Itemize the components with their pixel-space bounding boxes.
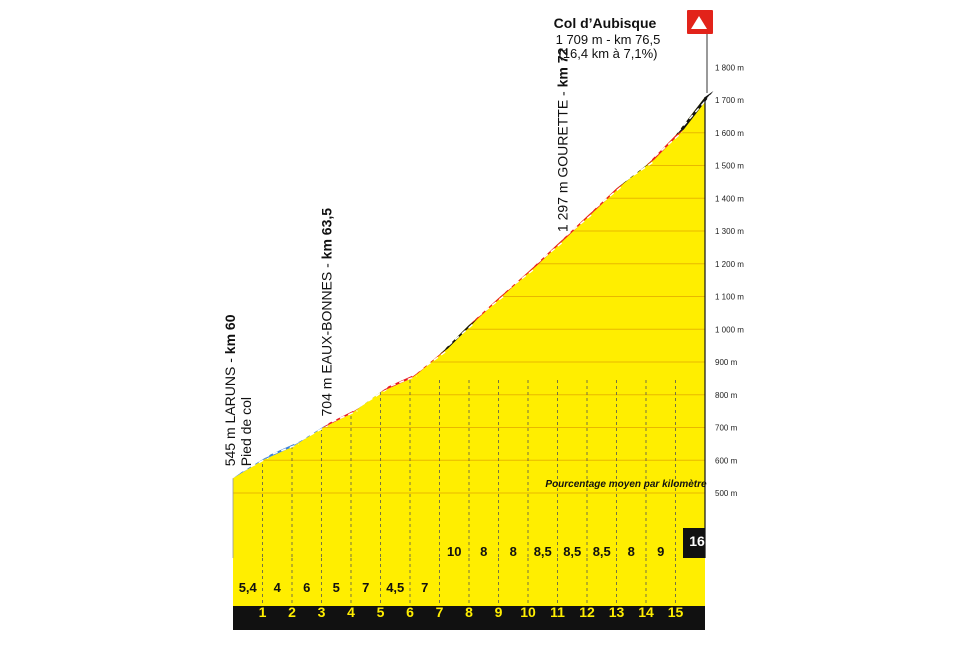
slope-segment-dash xyxy=(293,424,329,445)
km-tick-label: 2 xyxy=(288,604,296,620)
y-tick-label: 900 m xyxy=(715,358,738,367)
summit-altitude: 1 709 m - km 76,5 xyxy=(556,32,661,47)
km-band-end xyxy=(683,528,705,558)
slope-segment-dash xyxy=(441,321,476,352)
y-tick-label: 1 400 m xyxy=(715,194,744,203)
gradient-label: 5 xyxy=(333,580,340,595)
waypoint-annotation: 704 m EAUX-BONNES - km 63,5 xyxy=(319,208,335,417)
slope-segment-dash xyxy=(264,443,299,458)
y-tick-label: 800 m xyxy=(715,391,738,400)
waypoint-name: 545 m LARUNS - xyxy=(222,354,238,466)
y-tick-label: 1 800 m xyxy=(715,63,744,72)
waypoint-km: km 72 xyxy=(555,47,571,87)
y-tick-label: 1 200 m xyxy=(715,260,744,269)
gradient-label: 8 xyxy=(480,544,487,559)
y-tick-label: 1 300 m xyxy=(715,227,744,236)
gradient-label: 8,5 xyxy=(563,544,581,559)
gradient-label: 8,5 xyxy=(534,544,552,559)
km-band xyxy=(233,606,705,630)
km-tick-label: 13 xyxy=(609,604,625,620)
waypoint-km: km 60 xyxy=(222,314,238,354)
mountain-icon xyxy=(691,16,707,29)
y-tick-label: 700 m xyxy=(715,424,738,433)
slope-segment-dash xyxy=(559,212,594,242)
slope-segment-dash xyxy=(352,388,388,412)
slope-segment-dash xyxy=(647,131,683,164)
gradient-label: 8,5 xyxy=(593,544,611,559)
waypoint-annotation: 1 297 m GOURETTE - km 72 xyxy=(555,47,571,232)
summit-stats: (16,4 km à 7,1%) xyxy=(559,46,658,61)
gradient-label: 10 xyxy=(447,544,461,559)
slope-segment-dash xyxy=(411,350,447,377)
km-tick-label: 4 xyxy=(347,604,355,620)
km-tick-label: 15 xyxy=(668,604,684,620)
gradient-caption: Pourcentage moyen par kilomètre xyxy=(545,479,707,490)
km-tick-label: 8 xyxy=(465,604,473,620)
gradient-label: 8 xyxy=(687,544,694,559)
waypoint-name: 704 m EAUX-BONNES - xyxy=(319,259,335,416)
slope-segment-dash xyxy=(529,240,565,270)
waypoint-label: 704 m EAUX-BONNES - km 63,5 xyxy=(319,208,335,417)
gradient-label: 7 xyxy=(421,580,428,595)
gradient-label: 9 xyxy=(657,544,664,559)
km-tick-label: 16 xyxy=(689,533,705,549)
y-tick-label: 1 500 m xyxy=(715,162,744,171)
km-tick-label: 6 xyxy=(406,604,414,620)
km-tick-label: 3 xyxy=(318,604,326,620)
y-tick-label: 1 700 m xyxy=(715,96,744,105)
km-tick-label: 7 xyxy=(436,604,444,620)
gradient-label: 8 xyxy=(628,544,635,559)
slope-segment-dash xyxy=(470,294,506,323)
km-tick-label: 1 xyxy=(259,604,267,620)
y-tick-label: 500 m xyxy=(715,489,738,498)
waypoint-sublabel: Pied de col xyxy=(238,397,254,466)
y-tick-label: 1 600 m xyxy=(715,129,744,138)
y-tick-label: 600 m xyxy=(715,456,738,465)
gradient-label: 4 xyxy=(274,580,282,595)
slope-segment-dash xyxy=(500,268,535,296)
waypoint-km: km 63,5 xyxy=(319,208,335,260)
km-tick-label: 9 xyxy=(495,604,503,620)
waypoint-label: 545 m LARUNS - km 60 xyxy=(222,314,238,466)
y-tick-label: 1 100 m xyxy=(715,293,744,302)
gradient-label: 4,5 xyxy=(386,580,404,595)
waypoint-label: 1 297 m GOURETTE - km 72 xyxy=(555,47,571,232)
slope-segment-dash xyxy=(588,184,624,214)
gradient-label: 8 xyxy=(510,544,517,559)
km-tick-label: 12 xyxy=(579,604,595,620)
waypoint-name: 1 297 m GOURETTE - xyxy=(555,87,571,232)
km-tick-label: 11 xyxy=(550,604,565,620)
gradient-label: 6 xyxy=(303,580,310,595)
slope-segment-dash xyxy=(382,375,417,390)
summit-name: Col d’Aubisque xyxy=(554,15,657,31)
gradient-label: 5,4 xyxy=(239,580,258,595)
km-tick-label: 14 xyxy=(638,604,654,620)
gradient-label: 7 xyxy=(362,580,369,595)
slope-segment-dash xyxy=(618,161,653,187)
km-tick-label: 5 xyxy=(377,604,385,620)
slope-segment-dash xyxy=(234,456,270,476)
y-tick-label: 1 000 m xyxy=(715,325,744,334)
km-tick-label: 10 xyxy=(520,604,536,620)
